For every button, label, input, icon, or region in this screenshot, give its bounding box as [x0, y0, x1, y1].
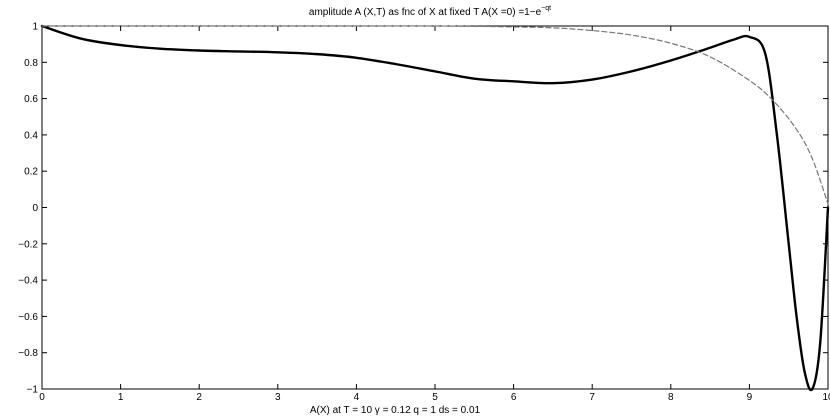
tick-labels: 0 1 2 3 4 5 6 7 8 9 10 −1 −0.8 −0.6 −0.4 −0.2 0 0.2 0.4 0.6…: [18, 22, 830, 404]
x-tick-label: 6: [511, 392, 517, 403]
x-tick-label: 2: [196, 392, 202, 403]
y-tick-label: −0.4: [18, 276, 38, 287]
x-tick-label: 1: [118, 392, 124, 403]
chart-title-main: amplitude A (X,T) as fnc of X at fixed T…: [309, 7, 542, 18]
plot-area: [41, 25, 829, 390]
y-tick-label: 1: [32, 22, 38, 33]
y-tick-label: −1: [27, 385, 39, 396]
x-tick-label: 7: [589, 392, 595, 403]
y-tick-label: −0.6: [18, 312, 38, 323]
y-tick-label: −0.2: [18, 239, 38, 250]
series-line-dashed: [41, 25, 829, 205]
chart-title: amplitude A (X,T) as fnc of X at fixed T…: [309, 5, 551, 18]
series-line-solid: [40, 24, 830, 392]
x-tick-label: 0: [39, 392, 45, 403]
x-tick-label: 9: [747, 392, 753, 403]
x-tick-label: 10: [822, 392, 830, 403]
y-tick-label: 0: [32, 203, 38, 214]
y-tick-label: 0.4: [24, 130, 38, 141]
axes-box: [41, 25, 829, 390]
x-tick-label: 3: [275, 392, 281, 403]
x-tick-label: 8: [668, 392, 674, 403]
tick-marks: [41, 25, 829, 390]
y-tick-label: 0.6: [24, 94, 38, 105]
y-tick-label: 0.8: [24, 58, 38, 69]
chart-title-superscript: −qt: [541, 5, 551, 12]
x-tick-label: 5: [432, 392, 438, 403]
x-axis-label: A(X) at T = 10 γ = 0.12 q = 1 ds = 0.01: [310, 405, 481, 416]
x-tick-label: 4: [354, 392, 360, 403]
y-tick-label: 0.2: [24, 167, 38, 178]
y-tick-label: −0.8: [18, 348, 38, 359]
series-layer: [40, 24, 830, 392]
